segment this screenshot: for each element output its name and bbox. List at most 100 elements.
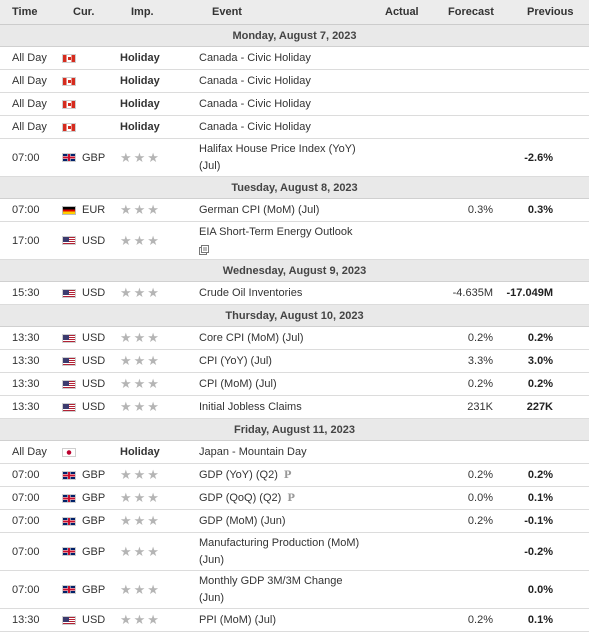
report-document-icon[interactable] xyxy=(199,244,209,255)
previous-value: 0.1% xyxy=(497,486,589,510)
star-rating-icon: ★★★ xyxy=(120,330,161,345)
event-cell[interactable]: CPI (MoM) (Jul) xyxy=(199,372,373,396)
event-row[interactable]: All Day Holiday Canada - Civic Holiday xyxy=(0,46,589,70)
event-cell[interactable]: Halifax House Price Index (YoY) (Jul) xyxy=(199,138,373,177)
event-name[interactable]: Crude Oil Inventories xyxy=(199,286,303,299)
event-row[interactable]: 15:30 USD ★★★ Crude Oil Inventories -4.635M -… xyxy=(0,281,589,305)
forecast-value: 0.0% xyxy=(421,486,497,510)
col-header-event[interactable]: Event xyxy=(199,0,373,25)
event-cell[interactable]: Canada - Civic Holiday xyxy=(199,92,373,116)
event-name[interactable]: GDP (YoY) (Q2) xyxy=(199,468,278,481)
event-cell[interactable]: Canada - Civic Holiday xyxy=(199,46,373,70)
forecast-value xyxy=(421,570,497,609)
currency-cell: GBP xyxy=(59,486,118,510)
previous-value: 0.0% xyxy=(497,570,589,609)
event-time: 07:00 xyxy=(0,463,59,487)
actual-value xyxy=(373,221,421,260)
event-cell[interactable]: GDP (YoY) (Q2) P xyxy=(199,463,373,487)
event-row[interactable]: 13:30 USD ★★★ PPI (MoM) (Jul) 0.2% 0.1% xyxy=(0,608,589,632)
event-row[interactable]: 07:00 GBP ★★★ Monthly GDP 3M/3M Change (Jun)… xyxy=(0,570,589,609)
uk-flag-icon xyxy=(62,547,76,557)
event-cell[interactable]: Canada - Civic Holiday xyxy=(199,69,373,93)
col-header-importance[interactable]: Imp. xyxy=(118,0,199,25)
event-row[interactable]: 07:00 GBP ★★★ GDP (QoQ) (Q2) P 0.0% 0.1% xyxy=(0,486,589,510)
event-cell[interactable]: Manufacturing Production (MoM) (Jun) xyxy=(199,532,373,571)
event-name[interactable]: Canada - Civic Holiday xyxy=(199,74,311,87)
event-row[interactable]: 13:30 USD ★★★ CPI (MoM) (Jul) 0.2% 0.2% xyxy=(0,372,589,396)
event-name-continued[interactable]: (Jun) xyxy=(199,591,225,604)
event-name[interactable]: CPI (MoM) (Jul) xyxy=(199,377,277,390)
previous-value xyxy=(497,440,589,464)
event-name[interactable]: Halifax House Price Index (YoY) xyxy=(199,142,356,155)
forecast-value: 0.2% xyxy=(421,608,497,632)
importance-stars: ★★★ xyxy=(118,198,199,222)
event-cell[interactable]: German CPI (MoM) (Jul) xyxy=(199,198,373,222)
event-name[interactable]: Initial Jobless Claims xyxy=(199,400,302,413)
previous-value xyxy=(497,69,589,93)
event-row[interactable]: 07:00 GBP ★★★ GDP (YoY) (Q2) P 0.2% 0.2% xyxy=(0,463,589,487)
day-separator-row: Wednesday, August 9, 2023 xyxy=(0,259,589,282)
event-row[interactable]: 13:30 USD ★★★ Initial Jobless Claims 231K 227… xyxy=(0,395,589,419)
event-cell[interactable]: GDP (QoQ) (Q2) P xyxy=(199,486,373,510)
day-label: Wednesday, August 9, 2023 xyxy=(0,259,589,282)
star-rating-icon: ★★★ xyxy=(120,399,161,414)
event-row[interactable]: 17:00 USD ★★★ EIA Short-Term Energy Outlook xyxy=(0,221,589,260)
star-rating-icon: ★★★ xyxy=(120,543,161,559)
event-cell[interactable]: Core CPI (MoM) (Jul) xyxy=(199,326,373,350)
currency-cell: USD xyxy=(59,395,118,419)
event-cell[interactable]: CPI (YoY) (Jul) xyxy=(199,349,373,373)
col-header-forecast[interactable]: Forecast xyxy=(421,0,497,25)
actual-value xyxy=(373,326,421,350)
event-cell[interactable]: Canada - Civic Holiday xyxy=(199,115,373,139)
event-row[interactable]: 13:30 USD ★★★ Core CPI (MoM) (Jul) 0.2% 0.2% xyxy=(0,326,589,350)
event-row[interactable]: 07:00 GBP ★★★ Halifax House Price Index (Yo… xyxy=(0,138,589,177)
event-row[interactable]: All Day Holiday Canada - Civic Holiday xyxy=(0,115,589,139)
event-cell[interactable]: Initial Jobless Claims xyxy=(199,395,373,419)
event-cell[interactable]: GDP (MoM) (Jun) xyxy=(199,509,373,533)
event-cell[interactable]: Crude Oil Inventories xyxy=(199,281,373,305)
event-name[interactable]: Canada - Civic Holiday xyxy=(199,51,311,64)
col-header-time[interactable]: Time xyxy=(0,0,59,25)
event-cell[interactable]: Japan - Mountain Day xyxy=(199,440,373,464)
event-cell[interactable]: Monthly GDP 3M/3M Change (Jun) xyxy=(199,570,373,609)
event-name[interactable]: Monthly GDP 3M/3M Change xyxy=(199,574,343,587)
event-row[interactable]: 07:00 EUR ★★★ German CPI (MoM) (Jul) 0.3% 0.3… xyxy=(0,198,589,222)
event-cell[interactable]: EIA Short-Term Energy Outlook xyxy=(199,221,373,260)
event-name[interactable]: PPI (MoM) (Jul) xyxy=(199,613,276,626)
event-row[interactable]: 13:30 USD ★★★ CPI (YoY) (Jul) 3.3% 3.0% xyxy=(0,349,589,373)
currency-cell: USD xyxy=(59,326,118,350)
event-name[interactable]: Canada - Civic Holiday xyxy=(199,120,311,133)
importance-stars: ★★★ xyxy=(118,395,199,419)
col-header-actual[interactable]: Actual xyxy=(373,0,421,25)
previous-value: 0.3% xyxy=(497,198,589,222)
event-name[interactable]: Japan - Mountain Day xyxy=(199,445,307,458)
event-name[interactable]: Core CPI (MoM) (Jul) xyxy=(199,331,304,344)
forecast-value xyxy=(421,92,497,116)
event-name[interactable]: German CPI (MoM) (Jul) xyxy=(199,203,320,216)
event-row[interactable]: All Day Holiday Canada - Civic Holiday xyxy=(0,69,589,93)
event-row[interactable]: All Day Holiday Canada - Civic Holiday xyxy=(0,92,589,116)
event-name[interactable]: Canada - Civic Holiday xyxy=(199,97,311,110)
event-name[interactable]: GDP (MoM) (Jun) xyxy=(199,514,286,527)
col-header-currency[interactable]: Cur. xyxy=(59,0,118,25)
forecast-value xyxy=(421,115,497,139)
event-name[interactable]: Manufacturing Production (MoM) xyxy=(199,536,360,549)
event-time: All Day xyxy=(0,46,59,70)
event-name[interactable]: GDP (QoQ) (Q2) xyxy=(199,491,282,504)
forecast-value: 0.2% xyxy=(421,509,497,533)
event-name[interactable]: EIA Short-Term Energy Outlook xyxy=(199,225,353,238)
event-cell[interactable]: PPI (MoM) (Jul) xyxy=(199,608,373,632)
event-name-continued[interactable]: (Jun) xyxy=(199,553,225,566)
previous-value: 0.2% xyxy=(497,463,589,487)
event-row[interactable]: 07:00 GBP ★★★ Manufacturing Production (MoM… xyxy=(0,532,589,571)
event-row[interactable]: All Day Holiday Japan - Mountain Day xyxy=(0,440,589,464)
event-row[interactable]: 07:00 GBP ★★★ GDP (MoM) (Jun) 0.2% -0.1% xyxy=(0,509,589,533)
star-rating-icon: ★★★ xyxy=(120,490,161,505)
event-time: All Day xyxy=(0,92,59,116)
previous-value: 0.1% xyxy=(497,608,589,632)
forecast-value: 0.2% xyxy=(421,463,497,487)
event-name-continued[interactable]: (Jul) xyxy=(199,159,221,172)
event-name[interactable]: CPI (YoY) (Jul) xyxy=(199,354,272,367)
col-header-previous[interactable]: Previous xyxy=(497,0,589,25)
actual-value xyxy=(373,608,421,632)
